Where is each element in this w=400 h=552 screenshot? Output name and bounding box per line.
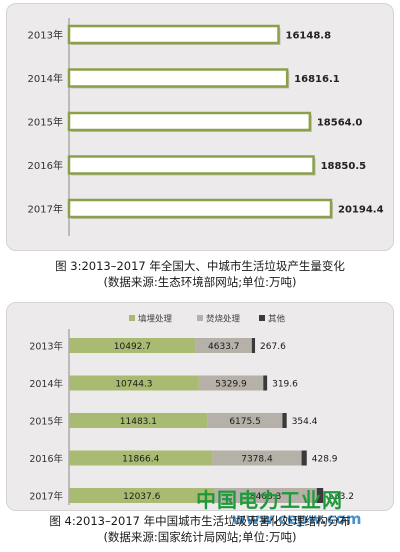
watermark-text: 中国电力工业网 bbox=[196, 488, 343, 512]
bar-segment bbox=[263, 375, 268, 391]
y-tick-label: 2015年 bbox=[29, 416, 63, 428]
bar-segment bbox=[69, 375, 199, 391]
bar bbox=[67, 111, 312, 132]
figure-3-caption: 图 3:2013–2017 年全国大、中城市生活垃圾产生量变化 bbox=[55, 259, 345, 273]
bar-segment bbox=[69, 338, 196, 353]
data-label: 10744.3 bbox=[115, 380, 152, 390]
data-label: 10492.7 bbox=[114, 342, 151, 352]
bar-segment bbox=[282, 413, 287, 428]
data-label: 533.2 bbox=[328, 492, 354, 502]
y-tick-label: 2013年 bbox=[28, 29, 63, 42]
y-tick-label: 2016年 bbox=[28, 159, 63, 172]
chart-panel-fig4: 填埋处理 焚烧处理 其他 2013年 10492.7 4633.7 267.6 2014年 10… bbox=[6, 302, 394, 511]
bar-segment bbox=[198, 375, 264, 391]
figure-3-source: (数据来源:生态环境部网站;单位:万吨) bbox=[103, 275, 297, 289]
figure-4-caption: 图 4:2013–2017 年中国城市生活垃圾无害化处理结构分布 bbox=[49, 514, 351, 528]
data-label: 11483.1 bbox=[120, 417, 157, 427]
data-label: 16148.8 bbox=[286, 31, 332, 42]
watermark-url: www.cepw.com bbox=[232, 510, 362, 528]
bar bbox=[67, 24, 280, 45]
data-label: 8463.3 bbox=[250, 492, 282, 502]
y-tick-label: 2017年 bbox=[28, 203, 63, 216]
data-label: 319.6 bbox=[272, 380, 298, 390]
data-label: 428.9 bbox=[312, 455, 338, 465]
bar-segment bbox=[69, 488, 215, 503]
bar-segment bbox=[207, 413, 283, 428]
bar-segment bbox=[69, 450, 213, 466]
data-label: 18564.0 bbox=[317, 118, 363, 129]
data-label: 354.4 bbox=[292, 417, 318, 427]
figure-4-source: (数据来源:国家统计局网站;单位:万吨) bbox=[103, 530, 297, 544]
data-label: 267.6 bbox=[260, 342, 286, 352]
y-tick-label: 2015年 bbox=[28, 116, 63, 129]
legend-swatch bbox=[259, 315, 265, 321]
legend-swatch bbox=[197, 315, 203, 321]
y-tick-label: 2014年 bbox=[29, 378, 63, 390]
bar-segment bbox=[251, 338, 256, 353]
legend-label: 其他 bbox=[268, 314, 286, 325]
bar-segment bbox=[301, 450, 307, 466]
bar-segment bbox=[69, 413, 208, 428]
data-label: 20194.4 bbox=[338, 205, 384, 216]
data-label: 16816.1 bbox=[294, 74, 340, 85]
data-label: 11866.4 bbox=[122, 455, 159, 465]
legend-label: 焚烧处理 bbox=[206, 314, 241, 325]
legend-label: 填埋处理 bbox=[138, 314, 173, 325]
chart-fig3: 2013年 16148.8 2014年 16816.1 2015年 18564.0 2016… bbox=[28, 18, 384, 236]
bar-segment bbox=[214, 488, 317, 503]
bar bbox=[67, 68, 289, 88]
data-label: 5329.9 bbox=[215, 380, 247, 390]
chart-panel-fig3: 2013年 16148.8 2014年 16816.1 2015年 18564.0 2016… bbox=[6, 3, 394, 251]
data-label: 6175.5 bbox=[229, 417, 261, 427]
data-label: 12037.6 bbox=[123, 492, 160, 502]
bar-segment bbox=[212, 450, 302, 466]
y-tick-label: 2017年 bbox=[29, 491, 63, 503]
chart-fig4: 填埋处理 焚烧处理 其他 2013年 10492.7 4633.7 267.6 2014年 10… bbox=[29, 314, 354, 505]
data-label: 18850.5 bbox=[321, 161, 367, 172]
y-tick-label: 2013年 bbox=[29, 341, 63, 353]
data-label: 4633.7 bbox=[208, 342, 240, 352]
y-tick-label: 2014年 bbox=[28, 72, 63, 85]
data-label: 7378.4 bbox=[241, 455, 273, 465]
legend-swatch bbox=[129, 315, 135, 321]
y-tick-label: 2016年 bbox=[29, 453, 63, 465]
bar bbox=[67, 198, 333, 219]
bar-segment bbox=[316, 488, 324, 503]
bar bbox=[67, 155, 315, 175]
bar-segment bbox=[195, 338, 252, 353]
